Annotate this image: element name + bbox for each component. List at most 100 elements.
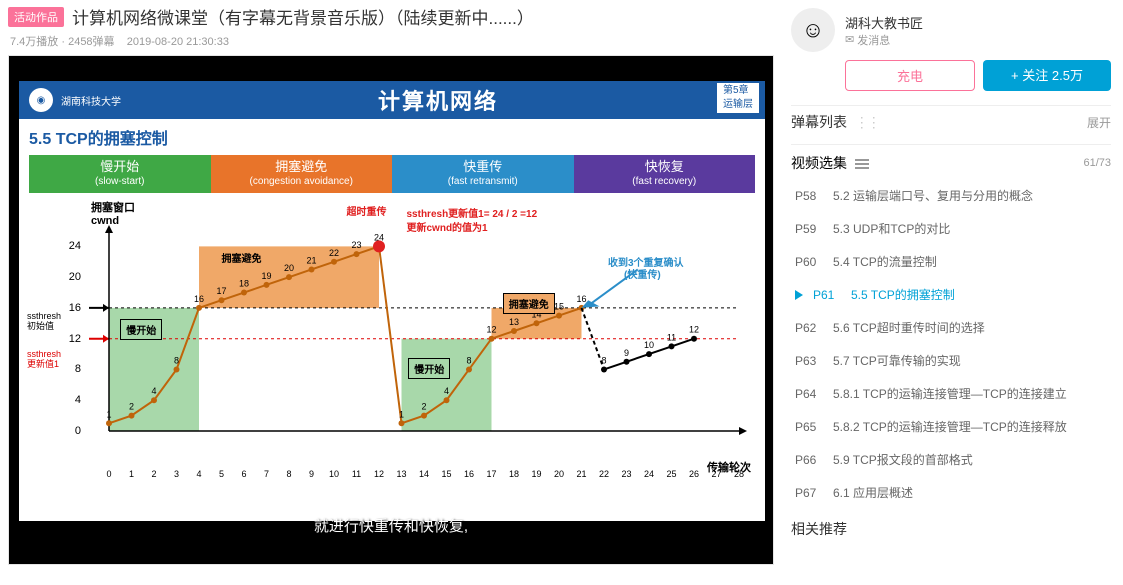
episode-title: 5.8.2 TCP的运输连接管理—TCP的连接释放	[833, 418, 1067, 435]
svg-text:17: 17	[216, 286, 226, 296]
phase-fast retransmit: 快重传(fast retransmit)	[392, 155, 574, 193]
svg-text:11: 11	[667, 332, 676, 342]
svg-text:16: 16	[194, 294, 204, 304]
svg-text:23: 23	[351, 240, 361, 250]
play-icon	[795, 290, 803, 300]
phase-fast recovery: 快恢复(fast recovery)	[574, 155, 756, 193]
episode-item[interactable]: P58 5.2 运输层端口号、复用与分用的概念	[791, 179, 1111, 212]
y-tick: 8	[31, 363, 81, 375]
episode-count: 61/73	[1083, 157, 1111, 169]
chart-area: 拥塞窗口 cwnd ssthresh初始值 ssthresh更新值1 12481…	[29, 201, 755, 511]
svg-text:18: 18	[239, 279, 249, 289]
episode-num: P67	[795, 486, 823, 500]
episode-item[interactable]: P635.7 TCP可靠传输的实现	[791, 344, 1111, 377]
episode-list[interactable]: P585.2 运输层端口号、复用与分用的概念P595.3 UDP和TCP的对比P…	[791, 179, 1111, 509]
chart-note: 拥塞避免	[503, 293, 555, 314]
uploader-info: ☺ 湖科大教书匠 ✉ 发消息	[791, 8, 1111, 52]
episode-item[interactable]: P625.6 TCP超时重传时间的选择	[791, 311, 1111, 344]
episode-num: P61	[813, 288, 841, 302]
related-header: 相关推荐	[791, 509, 1111, 539]
episode-item[interactable]: P61 5.5 TCP的拥塞控制	[791, 278, 1111, 311]
x-tick: 23	[621, 469, 631, 479]
x-tick: 9	[309, 469, 314, 479]
svg-text:10: 10	[644, 340, 654, 350]
episode-item[interactable]: P605.4 TCP的流量控制	[791, 245, 1111, 278]
episode-num: P64	[795, 387, 823, 401]
y-tick: 12	[31, 333, 81, 345]
x-tick: 11	[352, 469, 361, 479]
episodes-header: 视频选集 61/73	[791, 144, 1111, 179]
follow-button[interactable]: + 关注 2.5万	[983, 60, 1111, 91]
svg-text:19: 19	[261, 271, 271, 281]
phase-slow-start: 慢开始(slow-start)	[29, 155, 211, 193]
episode-item[interactable]: P65 5.8.2 TCP的运输连接管理—TCP的连接释放	[791, 410, 1111, 443]
x-tick: 1	[129, 469, 134, 479]
svg-text:8: 8	[174, 355, 179, 365]
svg-text:9: 9	[624, 348, 629, 358]
episode-item[interactable]: P59 5.3 UDP和TCP的对比	[791, 212, 1111, 245]
episode-title: 5.7 TCP可靠传输的实现	[833, 352, 961, 369]
episode-item[interactable]: P645.8.1 TCP的运输连接管理—TCP的连接建立	[791, 377, 1111, 410]
svg-text:8: 8	[601, 355, 606, 365]
sidebar: ☺ 湖科大教书匠 ✉ 发消息 充电 + 关注 2.5万 弹幕列表 ⋮⋮ 展开 视…	[783, 0, 1123, 585]
y-tick: 20	[31, 271, 81, 283]
y-tick: 0	[31, 425, 81, 437]
svg-text:12: 12	[486, 325, 496, 335]
episode-title: 5.3 UDP和TCP的对比	[833, 220, 950, 237]
x-tick: 15	[441, 469, 451, 479]
x-tick: 21	[576, 469, 586, 479]
x-tick: 16	[464, 469, 474, 479]
svg-text:15: 15	[554, 302, 564, 312]
chart-svg: 1248161718192021222324124812131415168910…	[89, 201, 749, 461]
play-count: 7.4万播放	[10, 36, 58, 48]
video-subtitle: 就进行快重传和快恢复,	[314, 515, 468, 536]
episode-num: P65	[795, 420, 823, 434]
svg-text:16: 16	[576, 294, 586, 304]
episode-num: P58	[795, 189, 823, 203]
episode-title: 5.9 TCP报文段的首部格式	[833, 451, 973, 468]
chart-note: ssthresh更新值1= 24 / 2 =12	[407, 205, 538, 220]
expand-button[interactable]: 展开	[1087, 114, 1111, 131]
ssthresh-init-label: ssthresh初始值	[27, 311, 61, 331]
svg-text:4: 4	[444, 386, 449, 396]
svg-text:4: 4	[151, 386, 156, 396]
video-player[interactable]: ◉ 湖南科技大学 计算机网络 第5章 运输层 5.5 TCP的拥塞控制 慢开始(…	[8, 55, 774, 565]
episode-item[interactable]: P67 6.1 应用层概述	[791, 476, 1111, 509]
svg-text:12: 12	[689, 325, 699, 335]
x-tick: 25	[666, 469, 676, 479]
charge-button[interactable]: 充电	[845, 60, 975, 91]
episode-title: 5.6 TCP超时重传时间的选择	[833, 319, 985, 336]
chart-note: 慢开始	[408, 358, 450, 379]
svg-text:22: 22	[329, 248, 339, 258]
y-tick: 24	[31, 240, 81, 252]
svg-text:21: 21	[306, 255, 316, 265]
x-tick: 12	[374, 469, 384, 479]
danmaku-list-header[interactable]: 弹幕列表 ⋮⋮ 展开	[791, 105, 1111, 138]
chart-note: 超时重传	[347, 203, 387, 218]
x-tick: 24	[644, 469, 654, 479]
episode-title: 6.1 应用层概述	[833, 484, 913, 501]
list-icon[interactable]	[855, 159, 869, 169]
uploader-name[interactable]: 湖科大教书匠	[845, 13, 923, 32]
x-tick: 13	[396, 469, 406, 479]
episode-num: P59	[795, 222, 823, 236]
section-title: 5.5 TCP的拥塞控制	[19, 119, 765, 155]
svg-text:2: 2	[421, 402, 426, 412]
episode-title: 5.2 运输层端口号、复用与分用的概念	[833, 187, 1033, 204]
x-tick: 14	[419, 469, 429, 479]
phase-bar: 慢开始(slow-start)拥塞避免(congestion avoidance…	[29, 155, 755, 193]
episode-item[interactable]: P665.9 TCP报文段的首部格式	[791, 443, 1111, 476]
x-tick: 20	[554, 469, 564, 479]
x-tick: 10	[329, 469, 339, 479]
x-tick: 5	[219, 469, 224, 479]
x-tick: 8	[286, 469, 291, 479]
activity-tag[interactable]: 活动作品	[8, 7, 64, 27]
svg-text:1: 1	[399, 409, 404, 419]
video-meta: 7.4万播放 · 2458弹幕 2019-08-20 21:30:33	[8, 33, 783, 49]
episode-title: 5.5 TCP的拥塞控制	[851, 286, 955, 303]
university-logo: ◉	[29, 88, 53, 112]
send-message[interactable]: ✉ 发消息	[845, 32, 923, 48]
uploader-avatar[interactable]: ☺	[791, 8, 835, 52]
x-tick: 7	[264, 469, 269, 479]
chart-note: (快重传)	[624, 266, 661, 281]
